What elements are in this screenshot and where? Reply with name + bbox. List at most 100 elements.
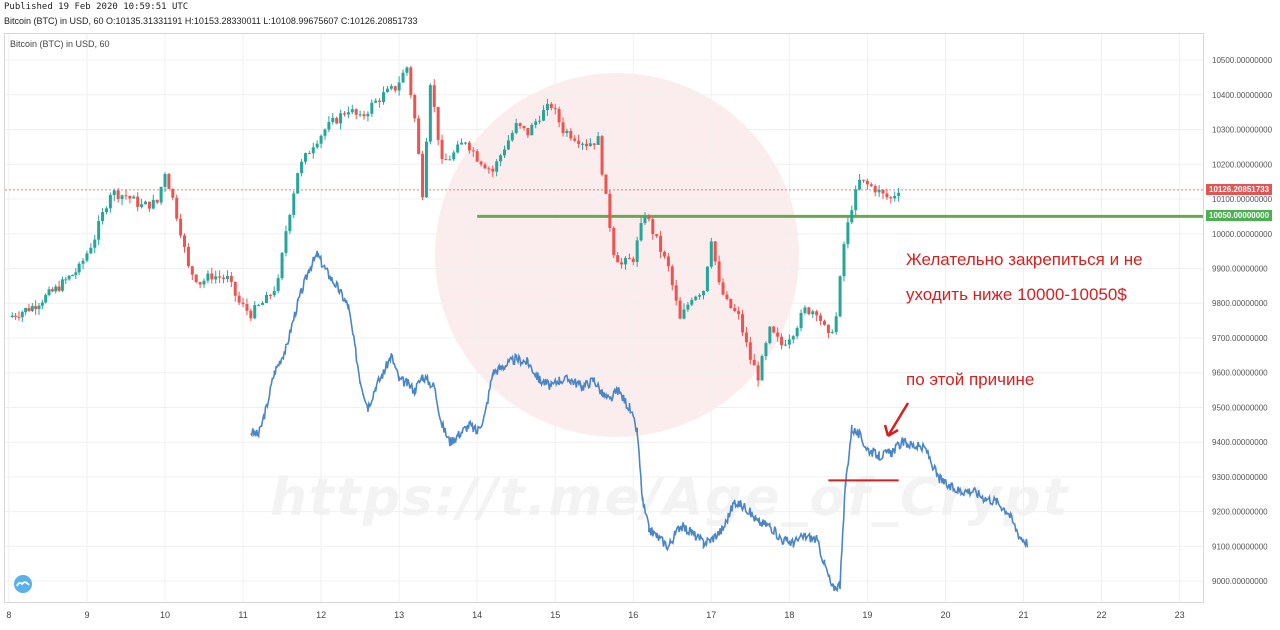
candle: [10, 315, 14, 318]
candle: [752, 359, 756, 366]
candle: [163, 174, 167, 187]
x-tick-label: 18: [784, 610, 794, 620]
candle: [873, 186, 877, 193]
candle: [491, 168, 495, 172]
published-timestamp: Published 19 Feb 2020 10:59:51 UTC: [4, 2, 189, 12]
candle: [432, 85, 436, 107]
candle: [463, 142, 467, 144]
y-tick-label: 9400.00000000: [1212, 438, 1268, 447]
candle: [143, 201, 147, 205]
ohlc-readout: Bitcoin (BTC) in USD, 60 O:10135.3133119…: [4, 16, 418, 26]
candle: [897, 192, 901, 196]
candle: [592, 143, 596, 145]
candle: [218, 276, 222, 278]
candle: [424, 141, 428, 198]
overlay-line: [250, 250, 1029, 593]
candle: [631, 258, 635, 262]
candle: [694, 296, 698, 300]
candle: [799, 312, 803, 329]
candle: [858, 179, 862, 190]
level-price-tag: 10050.00000000: [1206, 210, 1273, 222]
candle: [24, 308, 28, 313]
candle: [140, 204, 144, 207]
candle: [331, 117, 335, 123]
candle: [869, 184, 873, 187]
candle: [733, 308, 737, 312]
candle: [776, 332, 780, 337]
candle: [834, 316, 838, 333]
y-tick-label: 10200.00000000: [1212, 160, 1273, 169]
candle: [276, 278, 280, 291]
candle: [596, 136, 600, 145]
candle: [518, 123, 522, 127]
x-tick-label: 11: [238, 610, 247, 620]
candle: [124, 195, 128, 197]
candle: [413, 95, 417, 119]
candle: [378, 100, 382, 103]
candle: [253, 305, 257, 319]
tradingview-logo-icon[interactable]: [12, 575, 34, 593]
candle: [811, 311, 815, 315]
candle: [815, 311, 819, 316]
candles: [10, 65, 901, 387]
candle: [60, 279, 64, 291]
y-tick-label: 9900.00000000: [1212, 264, 1268, 273]
candle: [405, 67, 409, 73]
candle: [257, 304, 261, 306]
candle: [14, 315, 18, 317]
candle: [659, 236, 663, 252]
candle: [444, 159, 448, 161]
candle: [522, 126, 526, 129]
candle: [709, 241, 713, 267]
candle: [229, 275, 233, 282]
candle: [756, 365, 760, 381]
candle: [647, 216, 651, 220]
candle: [475, 151, 479, 162]
candle: [327, 122, 331, 130]
candle: [233, 281, 237, 296]
candle: [85, 253, 89, 261]
y-tick-label: 10500.00000000: [1212, 56, 1273, 65]
candle: [393, 86, 397, 91]
x-tick-label: 13: [394, 610, 404, 620]
candle: [101, 212, 105, 222]
candle: [678, 300, 682, 319]
candle: [54, 286, 58, 292]
candle: [702, 291, 706, 296]
candle: [194, 274, 198, 283]
candle: [838, 276, 842, 317]
candle: [268, 294, 272, 296]
candle: [97, 221, 101, 240]
candle: [577, 140, 581, 144]
candle: [865, 180, 869, 185]
candle: [81, 260, 85, 264]
candle: [822, 320, 826, 325]
candle: [147, 201, 151, 209]
candle: [74, 272, 78, 275]
candle: [261, 302, 265, 305]
candle: [89, 247, 93, 254]
candle: [132, 196, 136, 199]
candle: [885, 193, 889, 198]
candle: [64, 279, 68, 281]
candle: [604, 174, 608, 194]
y-tick-label: 9700.00000000: [1212, 334, 1268, 343]
candle: [374, 100, 378, 103]
candle: [862, 179, 866, 181]
candle: [264, 294, 268, 303]
candle: [448, 159, 452, 161]
candle: [280, 252, 284, 279]
candle: [893, 195, 897, 199]
overlay-series: [250, 250, 1029, 593]
x-tick-label: 17: [706, 610, 716, 620]
annotation-line-2: уходить ниже 10000-10050$: [906, 285, 1127, 304]
candle: [612, 227, 616, 256]
candle: [104, 208, 108, 213]
candle: [487, 168, 491, 170]
y-tick-label: 9100.00000000: [1212, 542, 1268, 551]
candle: [417, 118, 421, 154]
y-tick-label: 9600.00000000: [1212, 369, 1268, 378]
x-tick-label: 22: [1097, 610, 1107, 620]
candle: [655, 234, 659, 237]
